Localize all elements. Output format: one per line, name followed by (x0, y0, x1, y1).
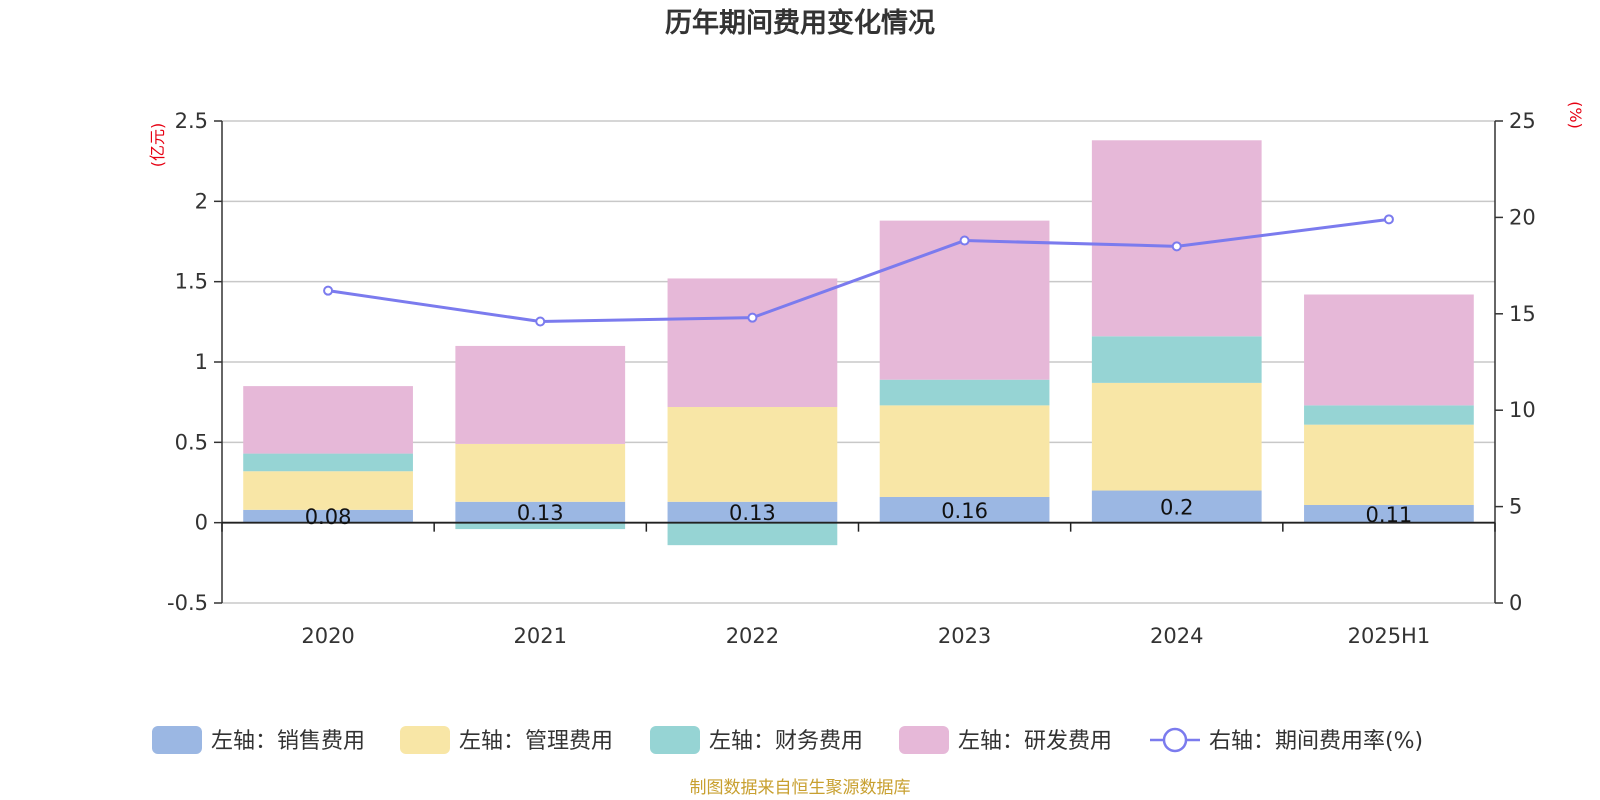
bar-segment (879, 405, 1050, 497)
bar-segment (1091, 382, 1262, 491)
legend-swatch (400, 726, 450, 754)
x-tick-label: 2023 (938, 624, 991, 648)
bar-segment (667, 522, 838, 546)
right-tick-label: 25 (1509, 109, 1536, 133)
legend-label: 右轴：期间费用率(%) (1209, 729, 1423, 754)
bar-segment (1091, 490, 1262, 523)
left-axis-unit: (亿元) (148, 123, 167, 168)
right-axis-unit: (%) (1566, 101, 1585, 129)
axes-group: -0.5 0 0.5 1 1.5 2 2.5 0 5 10 15 20 25 2020 2021 2022 20… (167, 109, 1536, 648)
bar-data-label: 0.16 (941, 499, 988, 523)
bar-labels-group: 0.08 0.13 0.13 0.16 0.2 0.11 (305, 496, 1413, 530)
x-tick-label: 2022 (726, 624, 779, 648)
chart-title: 历年期间费用变化情况 (665, 7, 935, 39)
rate-point (747, 312, 758, 323)
bar-segment (879, 379, 1050, 406)
right-tick-label: 5 (1509, 495, 1522, 519)
rate-point (535, 316, 546, 327)
bar-segment (1304, 405, 1474, 425)
bar-segment (667, 406, 838, 502)
rate-point (323, 285, 334, 296)
bar-segment (455, 522, 626, 530)
legend-label: 左轴：研发费用 (958, 729, 1112, 754)
right-tick-label: 10 (1509, 398, 1536, 422)
bar-data-label: 0.08 (305, 505, 352, 529)
data-source-footer: 制图数据来自恒生聚源数据库 (690, 778, 911, 798)
bar-data-label: 0.13 (517, 501, 564, 525)
right-tick-label: 20 (1509, 205, 1536, 229)
rate-point (1171, 241, 1182, 252)
bar-segment (455, 443, 626, 502)
legend-label: 左轴：管理费用 (459, 729, 613, 754)
bar-segment (667, 278, 838, 407)
rate-line-group (323, 214, 1394, 327)
bars-group (243, 140, 1474, 546)
bar-segment (243, 509, 413, 523)
bar-data-label: 0.2 (1160, 496, 1193, 520)
right-tick-label: 0 (1509, 591, 1522, 615)
bar-data-label: 0.13 (729, 501, 776, 525)
x-tick-label: 2021 (514, 624, 567, 648)
bar-segment (243, 453, 413, 472)
left-tick-label: 2 (195, 189, 208, 213)
right-tick-label: 15 (1509, 302, 1536, 326)
bar-segment (879, 220, 1050, 380)
x-tick-label: 2024 (1150, 624, 1203, 648)
x-tick-label: 2020 (301, 624, 354, 648)
rate-line (327, 217, 1390, 324)
x-tick-label: 2025H1 (1348, 624, 1431, 648)
bar-segment (455, 345, 626, 444)
bar-segment (667, 501, 838, 523)
bar-segment (1304, 424, 1474, 505)
legend-label: 左轴：销售费用 (211, 729, 365, 754)
legend-marker (1162, 727, 1188, 753)
bar-segment (243, 386, 413, 454)
legend-label: 左轴：财务费用 (709, 729, 863, 754)
bar-segment (879, 496, 1050, 523)
legend-swatch (899, 726, 949, 754)
legend-swatch (650, 726, 700, 754)
rate-point (1383, 214, 1394, 225)
left-tick-label: 1 (195, 350, 208, 374)
left-tick-label: -0.5 (167, 591, 208, 615)
legend: 左轴：销售费用 左轴：管理费用 左轴：财务费用 左轴：研发费用 右轴：期间费用率(%) (152, 726, 1423, 754)
bar-data-label: 0.11 (1366, 503, 1413, 527)
bar-segment (1091, 336, 1262, 383)
bar-segment (1304, 294, 1474, 406)
bar-segment (1304, 504, 1474, 523)
legend-swatch (152, 726, 202, 754)
bar-segment (455, 501, 626, 523)
left-tick-label: 2.5 (175, 109, 208, 133)
left-tick-label: 0.5 (175, 430, 208, 454)
bar-segment (243, 471, 413, 510)
left-tick-label: 0 (195, 511, 208, 535)
rate-point (959, 235, 970, 246)
left-tick-label: 1.5 (175, 270, 208, 294)
